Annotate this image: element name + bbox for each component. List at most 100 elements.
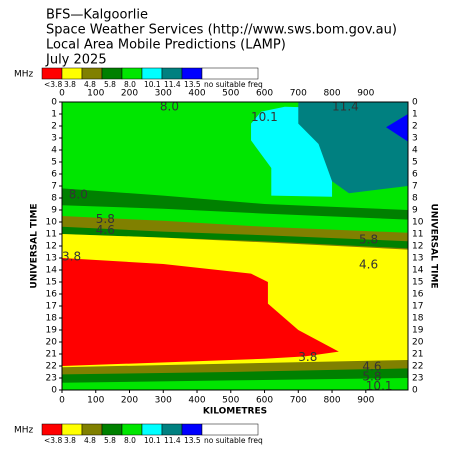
legend-label: 5.8 [104, 80, 116, 89]
y-tick-label: 22 [46, 362, 57, 372]
contour-label: 4.6 [359, 258, 378, 272]
legend-swatch [181, 423, 203, 436]
y-tick-label: 7 [51, 182, 57, 192]
x-tick-label: 0 [59, 396, 65, 406]
legend-label: 10.1 [144, 436, 161, 445]
x-tick-label: 600 [256, 89, 273, 99]
y-tick-label: 12 [46, 242, 57, 252]
legend-swatch [61, 67, 83, 80]
legend-swatch [101, 67, 123, 80]
y-tick-label: 14 [412, 266, 424, 276]
y-tick-label: 11 [412, 230, 423, 240]
x-tick-label: 300 [155, 89, 172, 99]
y-tick-label: 22 [412, 362, 423, 372]
contour-label: 5.8 [359, 233, 378, 247]
contour-region [298, 102, 408, 194]
y-tick-label: 6 [51, 170, 57, 180]
legend-swatch [61, 423, 83, 436]
y-tick-label: 12 [412, 242, 423, 252]
legend-swatch [141, 423, 163, 436]
legend-unit: MHz [14, 426, 34, 436]
x-tick-label: 900 [357, 396, 374, 406]
legend-label: 8.0 [124, 80, 136, 89]
legend-swatch [201, 423, 259, 436]
y-tick-label: 0 [412, 98, 418, 108]
contour-label: 10.1 [251, 110, 278, 124]
title-line: Local Area Mobile Predictions (LAMP) [46, 38, 286, 53]
x-tick-label: 900 [357, 89, 374, 99]
y-tick-label: 0 [412, 386, 418, 396]
y-tick-label: 9 [412, 206, 418, 216]
x-tick-label: 100 [87, 89, 104, 99]
legend-unit: MHz [14, 70, 34, 80]
y-tick-label: 2 [412, 122, 418, 132]
x-tick-label: 100 [87, 396, 104, 406]
y-tick-label: 5 [412, 158, 418, 168]
y-tick-label: 3 [51, 134, 57, 144]
y-axis-title: UNIVERSAL TIME [30, 203, 40, 288]
title-line: July 2025 [45, 53, 107, 68]
y-tick-label: 16 [412, 290, 424, 300]
y-tick-label: 19 [46, 326, 58, 336]
y-tick-label: 20 [46, 338, 58, 348]
plot: 8.010.111.48.05.84.63.85.84.63.84.65.810… [62, 99, 408, 393]
contour-label: 5.8 [96, 212, 115, 226]
y-tick-label: 21 [412, 350, 423, 360]
contour-region [62, 258, 339, 366]
x-tick-label: 200 [121, 89, 138, 99]
y-tick-label: 0 [51, 98, 57, 108]
y-tick-label: 8 [412, 194, 418, 204]
x-tick-label: 400 [188, 396, 205, 406]
contour-region [62, 188, 408, 220]
legend-label: 13.5 [184, 80, 201, 89]
contour-region [62, 378, 408, 390]
y-axis-title: UNIVERSAL TIME [429, 203, 439, 288]
legend-label: 8.0 [124, 436, 136, 445]
contour-label: 10.1 [366, 379, 393, 393]
contour-label: 8.0 [160, 99, 179, 113]
x-tick-label: 700 [290, 89, 307, 99]
contour-label: 5.8 [362, 369, 381, 383]
y-tick-label: 4 [51, 146, 57, 156]
y-tick-label: 18 [46, 314, 58, 324]
x-tick-label: 400 [188, 89, 205, 99]
legend-label: 3.8 [64, 80, 76, 89]
legend-swatch [181, 67, 203, 80]
y-tick-label: 23 [46, 374, 57, 384]
legend-label: no suitable freq [204, 436, 263, 445]
legend-label: no suitable freq [204, 80, 263, 89]
legend-label: 5.8 [104, 436, 116, 445]
y-tick-label: 17 [46, 302, 57, 312]
y-tick-label: 1 [412, 110, 418, 120]
legend-swatch [81, 423, 103, 436]
contour-label: 3.8 [62, 249, 81, 263]
x-tick-label: 600 [256, 396, 273, 406]
y-tick-label: 15 [412, 278, 423, 288]
y-tick-label: 9 [51, 206, 57, 216]
legend-swatch [101, 423, 123, 436]
y-tick-label: 8 [51, 194, 57, 204]
legend-swatch [41, 67, 63, 80]
y-tick-label: 13 [46, 254, 57, 264]
legend-swatch [121, 423, 143, 436]
legend-label: 11.4 [164, 436, 181, 445]
legend-label: 11.4 [164, 80, 181, 89]
x-tick-label: 800 [323, 396, 340, 406]
legend-label: 4.8 [84, 436, 96, 445]
y-tick-label: 10 [46, 218, 58, 228]
y-tick-label: 6 [412, 170, 418, 180]
x-tick-label: 500 [222, 89, 239, 99]
legend-label: 4.8 [84, 80, 96, 89]
contour-label: 4.6 [362, 360, 381, 374]
x-tick-label: 700 [290, 396, 307, 406]
title-line: Space Weather Services (http://www.sws.b… [46, 23, 397, 38]
y-tick-label: 11 [46, 230, 57, 240]
legend-label: <3.8 [44, 436, 62, 445]
y-tick-label: 5 [51, 158, 57, 168]
contour-label: 11.4 [332, 99, 359, 113]
legend-swatch [141, 67, 163, 80]
x-tick-label: 800 [323, 89, 340, 99]
title-line: BFS—Kalgoorlie [46, 8, 148, 23]
legend-swatch [121, 67, 143, 80]
legend-swatch [41, 423, 63, 436]
